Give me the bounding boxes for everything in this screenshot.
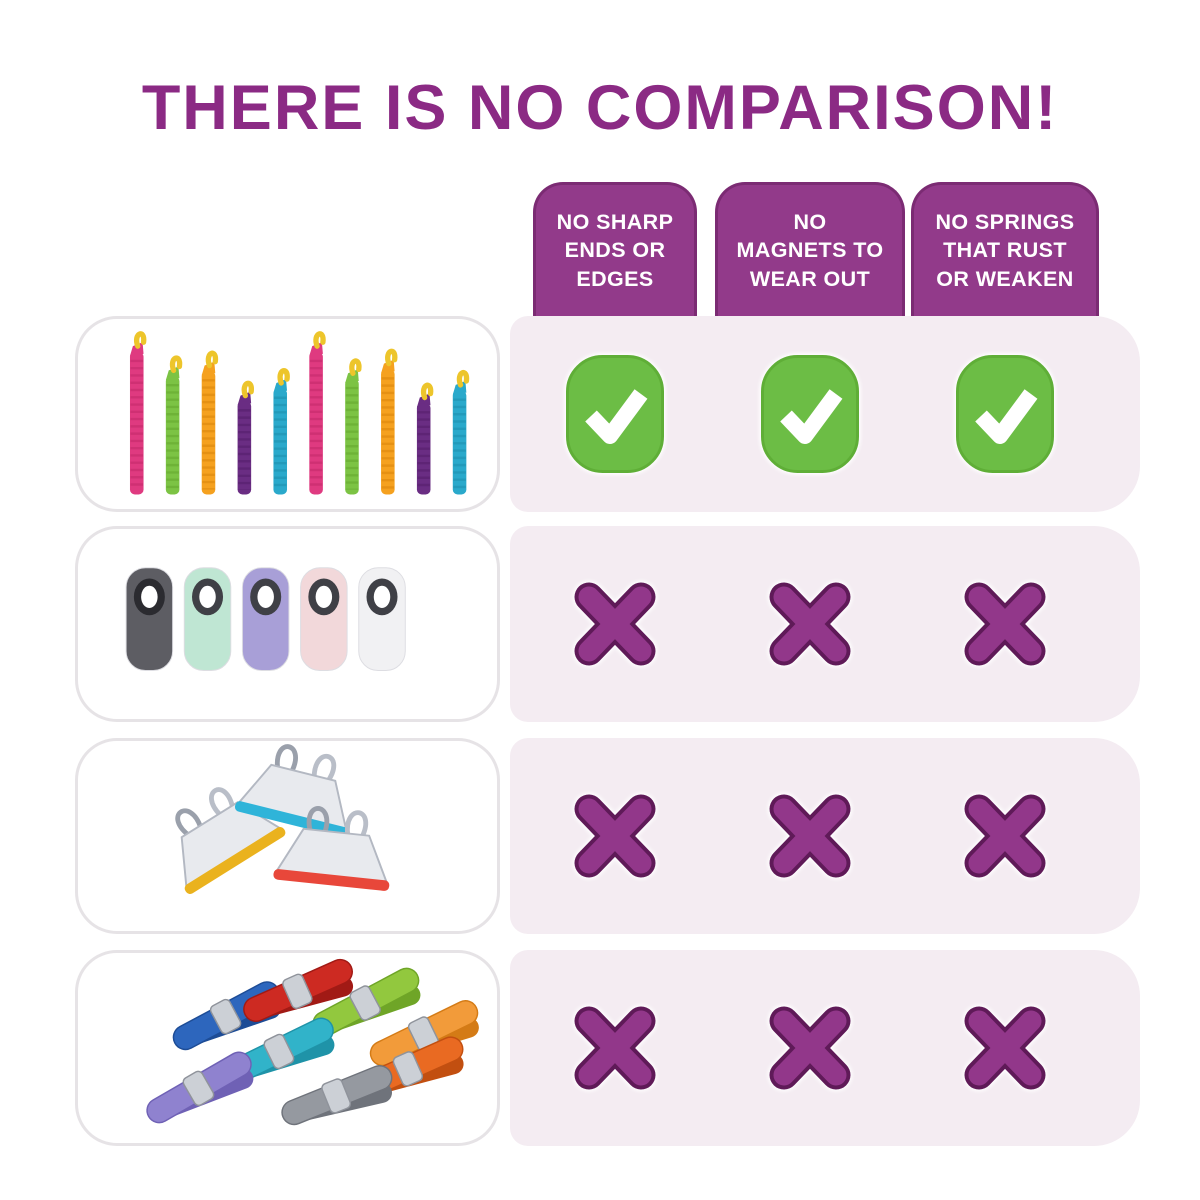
x-icon [760,776,860,896]
column-header-no-springs: NO SPRINGS THAT RUST OR WEAKEN [911,182,1099,316]
column-header-line: NO SPRINGS [935,209,1075,234]
comparison-row-bag-sealer-sticks [0,316,1200,512]
check-icon [955,354,1055,474]
x-icon [955,776,1055,896]
x-icon [565,988,665,1108]
column-header-no-sharp-ends: NO SHARP ENDS OR EDGES [533,182,697,316]
x-icon [565,776,665,896]
row-panel [510,738,1140,934]
product-image-bag-sealer-sticks [75,316,500,512]
x-icon [760,988,860,1108]
x-icon [955,564,1055,684]
row-panel [510,950,1140,1146]
x-icon [955,988,1055,1108]
column-header-line: WEAR OUT [749,266,871,291]
check-icon [760,354,860,474]
product-image-plastic-spring-clips [75,950,500,1146]
column-header-line: MAGNETS TO [736,238,884,263]
column-header-no-magnets: NO MAGNETS TO WEAR OUT [715,182,905,316]
column-header-line: NO SHARP [556,209,674,234]
comparison-row-magnetic-clips [0,526,1200,722]
column-header-line: OR WEAKEN [936,266,1074,291]
x-icon [760,564,860,684]
x-icon [565,564,665,684]
column-header-line: NO [793,209,827,234]
row-panel [510,316,1140,512]
column-header-line: ENDS OR [564,238,666,263]
column-header-line: THAT RUST [943,238,1067,263]
product-image-metal-hinge-clips [75,738,500,934]
page-title: THERE IS NO COMPARISON! [141,73,1059,143]
comparison-row-metal-clips [0,738,1200,934]
comparison-row-spring-clips [0,950,1200,1146]
check-icon [565,354,665,474]
row-panel [510,526,1140,722]
product-image-magnetic-bag-clips [75,526,500,722]
column-header-line: EDGES [576,266,654,291]
